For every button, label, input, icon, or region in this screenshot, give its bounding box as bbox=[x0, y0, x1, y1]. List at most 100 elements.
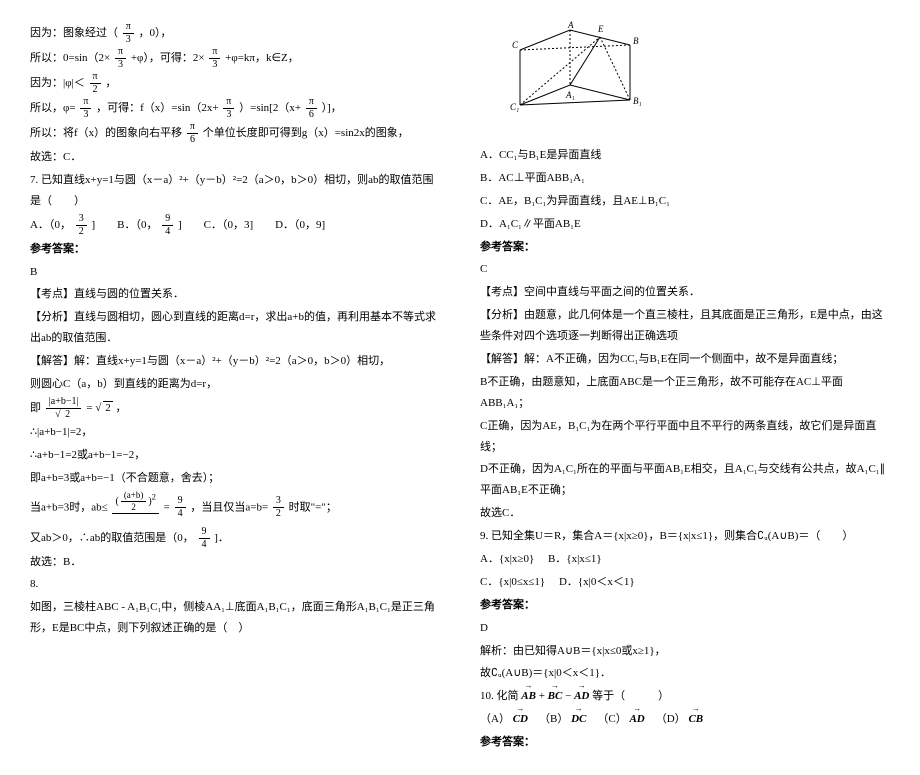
text: A．（0， bbox=[30, 219, 71, 231]
option-d: D．{x|0＜x＜1} bbox=[559, 576, 635, 588]
denominator: 2 bbox=[273, 508, 284, 519]
numerator: 9 bbox=[175, 496, 186, 508]
text-line: 所以：0=sin（2× π 3 +φ），可得：2× π 3 +φ=kπ，k∈Z， bbox=[30, 47, 440, 70]
text-line: 故选：C． bbox=[30, 147, 440, 168]
text: ]． bbox=[214, 532, 229, 544]
fraction: 3 2 bbox=[273, 496, 284, 519]
answer-label: 参考答案： bbox=[480, 237, 890, 258]
solve-line: C正确，因为AE，B₁C₁为在两个平行平面中且不平行的两条直线，故它们是异面直线… bbox=[480, 416, 890, 458]
text-line: 因为：|φ|＜ π 2 ， bbox=[30, 72, 440, 95]
numerator: (a+b) bbox=[121, 491, 147, 502]
numerator: π bbox=[306, 97, 317, 109]
radicand: 2 bbox=[103, 401, 113, 414]
question-8-head: 8. bbox=[30, 574, 440, 595]
text: ）=sin[2（x+ bbox=[239, 102, 301, 114]
analysis: 【分析】直线与圆相切，圆心到直线的距离d=r，求出a+b的值，再利用基本不等式求… bbox=[30, 307, 440, 349]
text: ] B．（0， bbox=[91, 219, 157, 231]
solve-line: B不正确，由题意知，上底面ABC是一个正三角形，故不可能存在AC⊥平面ABB₁A… bbox=[480, 372, 890, 414]
solve-line: 【解答】解：直线x+y=1与圆（x－a）²+（y－b）²=2（a＞0，b＞0）相… bbox=[30, 351, 440, 372]
text: 所以，φ= bbox=[30, 102, 76, 114]
numerator: 3 bbox=[273, 496, 284, 508]
answer-label: 参考答案： bbox=[480, 595, 890, 616]
denominator: 4 bbox=[162, 226, 173, 237]
right-column: C A E B C₁ A₁ B₁ A．CC₁与B₁E是异面直线 B．AC⊥平面A… bbox=[480, 20, 890, 755]
fraction: |a+b−1| 2 bbox=[46, 397, 82, 420]
option-c: C．{x|0≤x≤1} bbox=[480, 576, 545, 588]
option-a-label: （A） bbox=[480, 713, 510, 725]
text: ， bbox=[105, 77, 116, 89]
fraction: 9 4 bbox=[199, 527, 210, 550]
text: 即 bbox=[30, 402, 41, 414]
numerator: 3 bbox=[76, 214, 87, 226]
text: 当a+b=3时，ab≤ bbox=[30, 501, 108, 513]
fraction: π 3 bbox=[223, 97, 234, 120]
label-B1: B₁ bbox=[633, 96, 642, 106]
denominator: 2 bbox=[121, 502, 147, 512]
solve-line: 故选C． bbox=[480, 503, 890, 524]
vector: DC bbox=[571, 709, 586, 730]
answer-value: B bbox=[30, 262, 440, 283]
text: = bbox=[164, 501, 170, 513]
exam-point: 【考点】直线与圆的位置关系． bbox=[30, 284, 440, 305]
denominator: 3 bbox=[123, 34, 134, 45]
label-A1: A₁ bbox=[565, 90, 575, 100]
denominator: 3 bbox=[115, 59, 126, 70]
text: 所以：0=sin（2× bbox=[30, 52, 110, 64]
option-b-label: （B） bbox=[539, 713, 568, 725]
question-9-options-row2: C．{x|0≤x≤1} D．{x|0＜x＜1} bbox=[480, 572, 890, 593]
solve-line: 则圆心C（a，b）到直线的距离为d=r， bbox=[30, 374, 440, 395]
question-7-options: A．（0， 3 2 ] B．（0， 9 4 ] C．（0，3] D．（0，9] bbox=[30, 214, 440, 237]
solve-line: 故∁ᵤ(A∪B)＝{x|0＜x＜1}． bbox=[480, 663, 890, 684]
text: ， bbox=[115, 402, 126, 414]
numerator: π bbox=[80, 97, 91, 109]
label-C: C bbox=[512, 40, 519, 50]
option-b: B．{x|x≤1} bbox=[548, 553, 602, 565]
vector: AD bbox=[629, 709, 644, 730]
answer-label: 参考答案： bbox=[480, 732, 890, 753]
fraction: ((a+b)2)2 1 bbox=[112, 491, 158, 525]
solve-line: 又ab＞0，∴ab的取值范围是（0， 9 4 ]． bbox=[30, 527, 440, 550]
text: ，当且仅当a=b= bbox=[190, 501, 268, 513]
text: +φ），可得：2× bbox=[131, 52, 205, 64]
solve-line: 【解答】解：A不正确，因为CC₁与B₁E在同一个侧面中，故不是异面直线； bbox=[480, 349, 890, 370]
text: 个单位长度即可得到g（x）=sin2x的图象， bbox=[203, 127, 409, 139]
sqrt: 2 bbox=[95, 398, 113, 419]
denominator: 2 bbox=[46, 409, 82, 420]
question-9: 9. 已知全集U＝R，集合A＝{x|x≥0}，B＝{x|x≤1}，则集合∁ᵤ(A… bbox=[480, 526, 890, 547]
option-a: A．CC₁与B₁E是异面直线 bbox=[480, 145, 890, 166]
answer-value: C bbox=[480, 259, 890, 280]
denominator: 2 bbox=[76, 226, 87, 237]
numerator: π bbox=[123, 22, 134, 34]
text: 又ab＞0，∴ab的取值范围是（0， bbox=[30, 532, 194, 544]
fraction: π 3 bbox=[115, 47, 126, 70]
denominator: 6 bbox=[306, 109, 317, 120]
option-b: B．AC⊥平面ABB₁A₁ bbox=[480, 168, 890, 189]
text: + bbox=[539, 690, 548, 702]
denominator: 6 bbox=[187, 134, 198, 145]
sqrt: 2 bbox=[55, 410, 72, 420]
answer-label: 参考答案： bbox=[30, 239, 440, 260]
solve-line: ∴a+b−1=2或a+b−1=−2， bbox=[30, 445, 440, 466]
denominator: 4 bbox=[199, 539, 210, 550]
text: ] C．（0，3] D．（0，9] bbox=[178, 219, 325, 231]
superscript: 2 bbox=[152, 492, 156, 501]
solve-line: 即 |a+b−1| 2 = 2 ， bbox=[30, 397, 440, 420]
numerator: π bbox=[209, 47, 220, 59]
denominator: 3 bbox=[80, 109, 91, 120]
label-A: A bbox=[567, 20, 574, 30]
label-E: E bbox=[597, 24, 604, 34]
option-d-label: （D） bbox=[656, 713, 686, 725]
numerator: 9 bbox=[162, 214, 173, 226]
fraction: 9 4 bbox=[162, 214, 173, 237]
solve-line: ∴|a+b−1|=2， bbox=[30, 422, 440, 443]
question-10-options: （A） CD （B） DC （C） AD （D） CB bbox=[480, 709, 890, 730]
vector: CB bbox=[688, 709, 703, 730]
page-columns: 因为：图象经过（ π 3 ，0）， 所以：0=sin（2× π 3 +φ），可得… bbox=[30, 20, 890, 755]
left-column: 因为：图象经过（ π 3 ，0）， 所以：0=sin（2× π 3 +φ），可得… bbox=[30, 20, 440, 755]
question-9-options-row1: A．{x|x≥0} B．{x|x≤1} bbox=[480, 549, 890, 570]
denominator: 4 bbox=[175, 508, 186, 519]
option-d: D．A₁C₁∥平面AB₁E bbox=[480, 214, 890, 235]
denominator: 3 bbox=[209, 59, 220, 70]
text: = bbox=[86, 402, 92, 414]
option-c: C．AE，B₁C₁为异面直线，且AE⊥B₁C₁ bbox=[480, 191, 890, 212]
